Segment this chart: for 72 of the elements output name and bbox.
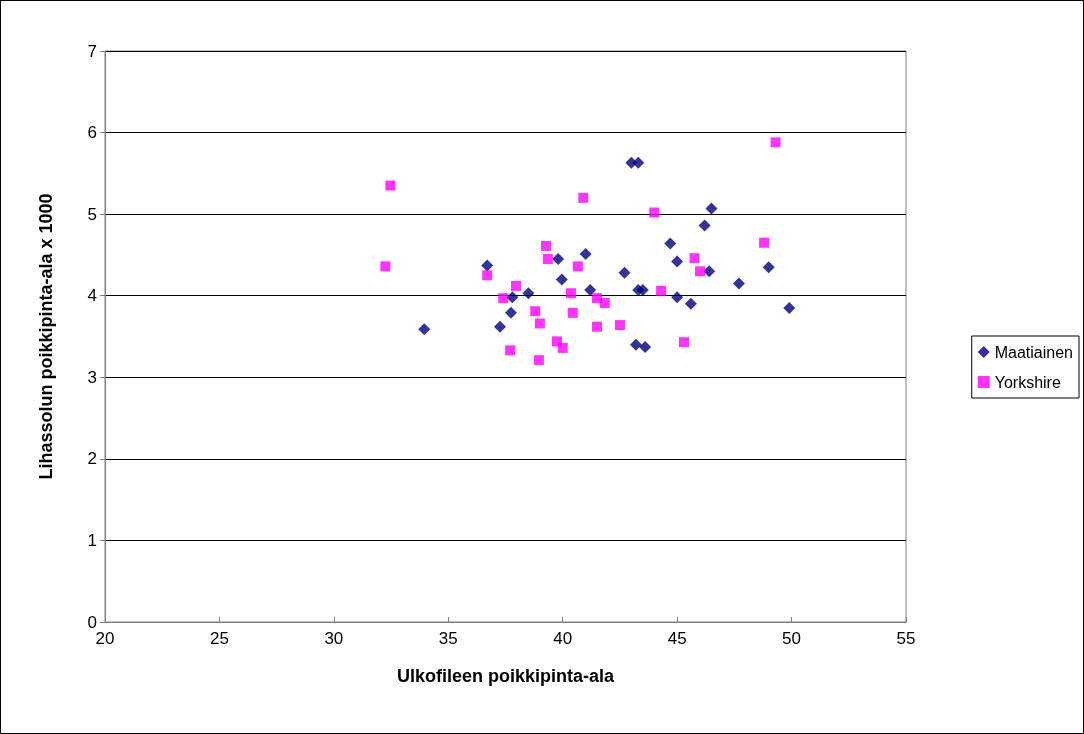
point bbox=[552, 253, 565, 266]
point bbox=[494, 320, 507, 333]
point bbox=[385, 180, 396, 191]
point bbox=[703, 265, 716, 278]
legend-label: Maatiainen bbox=[994, 343, 1074, 361]
point bbox=[572, 261, 583, 272]
point bbox=[614, 320, 625, 331]
point bbox=[542, 254, 553, 265]
point bbox=[705, 202, 718, 215]
point bbox=[636, 284, 649, 296]
point bbox=[592, 293, 603, 304]
point bbox=[579, 248, 592, 261]
y-tick-label: 3 bbox=[87, 367, 97, 387]
point bbox=[578, 192, 589, 203]
point bbox=[418, 323, 431, 336]
x-tick-label: 50 bbox=[782, 629, 802, 648]
point bbox=[482, 270, 493, 281]
y-tick-label: 4 bbox=[87, 286, 97, 306]
point bbox=[511, 280, 522, 291]
point bbox=[541, 240, 552, 251]
point bbox=[522, 287, 535, 300]
point bbox=[762, 261, 775, 274]
point bbox=[629, 338, 642, 351]
x-tick-label: 40 bbox=[553, 629, 573, 648]
point bbox=[671, 291, 684, 304]
point bbox=[689, 253, 700, 264]
point bbox=[481, 259, 494, 272]
point bbox=[534, 318, 545, 329]
point bbox=[498, 293, 509, 304]
point bbox=[504, 306, 517, 319]
y-tick-label: 5 bbox=[87, 204, 97, 224]
point bbox=[533, 355, 544, 366]
point bbox=[679, 337, 690, 348]
y-tick-label: 6 bbox=[87, 123, 97, 143]
y-axis-title: Lihassolun poikkipinta-ala x 1000 bbox=[36, 193, 56, 480]
point bbox=[656, 285, 667, 296]
point bbox=[759, 237, 770, 248]
point bbox=[557, 342, 568, 353]
point bbox=[664, 237, 677, 250]
y-tick-label: 2 bbox=[87, 449, 97, 469]
x-tick-label: 45 bbox=[667, 629, 687, 648]
x-tick-label: 25 bbox=[209, 629, 229, 648]
point bbox=[555, 273, 568, 286]
x-tick-label: 55 bbox=[896, 629, 916, 648]
point bbox=[530, 306, 541, 317]
point bbox=[671, 255, 684, 268]
point bbox=[649, 207, 660, 218]
point bbox=[567, 307, 578, 318]
point bbox=[732, 277, 745, 290]
point bbox=[639, 341, 652, 354]
point bbox=[506, 291, 519, 304]
point bbox=[632, 156, 645, 169]
x-tick-label: 35 bbox=[438, 629, 458, 648]
point bbox=[783, 301, 796, 314]
point bbox=[618, 266, 631, 279]
y-tick-label: 1 bbox=[87, 530, 97, 550]
legend-label: Yorkshire bbox=[994, 373, 1061, 391]
y-tick-label: 0 bbox=[87, 612, 97, 632]
point bbox=[684, 297, 697, 310]
x-tick-label: 30 bbox=[324, 629, 344, 648]
point bbox=[599, 298, 610, 309]
point bbox=[565, 288, 576, 299]
x-tick-label: 20 bbox=[95, 629, 115, 648]
point bbox=[592, 321, 603, 332]
point bbox=[584, 284, 597, 296]
y-tick-label: 7 bbox=[87, 41, 97, 61]
point bbox=[380, 261, 391, 272]
point bbox=[698, 219, 711, 232]
point bbox=[505, 345, 516, 356]
x-axis-title: Ulkofileen poikkipinta-ala bbox=[396, 666, 616, 686]
point bbox=[695, 266, 706, 277]
point bbox=[770, 137, 781, 148]
